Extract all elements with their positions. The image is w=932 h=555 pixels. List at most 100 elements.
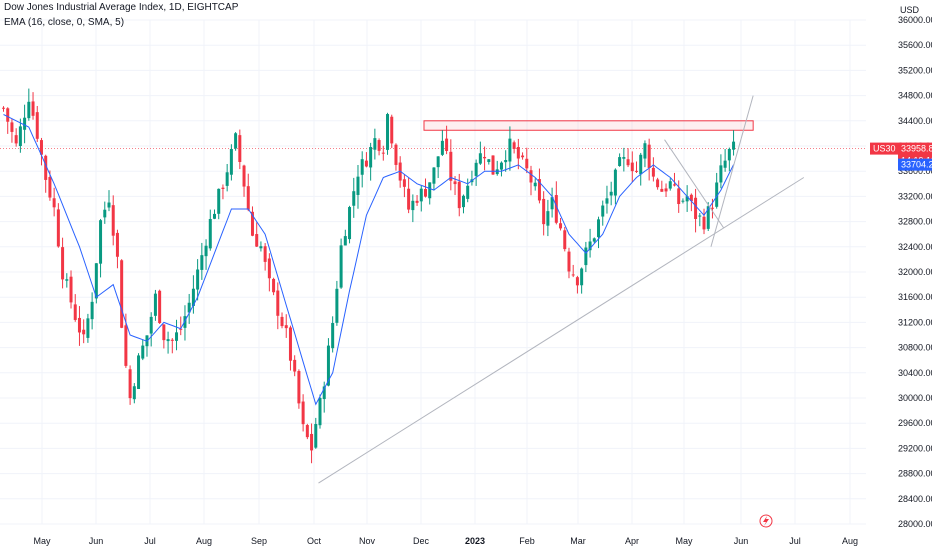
candle xyxy=(162,324,166,341)
candle xyxy=(335,288,339,323)
candle xyxy=(31,101,35,116)
candle xyxy=(597,219,601,238)
candle xyxy=(723,160,727,168)
candle xyxy=(217,188,221,214)
candle xyxy=(339,245,343,288)
candle xyxy=(331,323,335,349)
candle xyxy=(449,151,453,181)
candle xyxy=(483,156,487,159)
x-tick-label: 2023 xyxy=(465,536,485,546)
candle xyxy=(656,179,660,188)
candle xyxy=(689,194,693,202)
candle xyxy=(474,162,478,176)
candle xyxy=(86,318,90,338)
ema-badge xyxy=(898,158,932,171)
y-tick-label: 30000.00 xyxy=(898,393,932,403)
candle xyxy=(65,279,69,281)
candle xyxy=(651,167,655,177)
candle xyxy=(326,345,330,386)
candle xyxy=(229,148,233,175)
candle xyxy=(255,234,259,247)
y-tick-label: 28000.00 xyxy=(898,519,932,529)
chart-title: Dow Jones Industrial Average Index, 1D, … xyxy=(4,2,239,13)
candle xyxy=(647,144,651,168)
candle xyxy=(149,316,153,334)
candle xyxy=(204,245,208,257)
y-tick-label: 33200.00 xyxy=(898,191,932,201)
candle xyxy=(715,182,719,207)
candle xyxy=(710,207,714,209)
candle xyxy=(94,263,98,299)
candle xyxy=(436,156,440,168)
candle xyxy=(618,157,622,166)
candle xyxy=(107,202,111,208)
candle xyxy=(516,146,520,159)
candle xyxy=(137,355,141,389)
x-tick-label: Jun xyxy=(734,536,749,546)
candle xyxy=(280,316,284,327)
y-tick-label: 28800.00 xyxy=(898,469,932,479)
candle xyxy=(191,288,195,306)
candle xyxy=(44,155,48,180)
wedge-line-lower xyxy=(710,95,754,247)
last-price-value: 33958.82 xyxy=(901,144,932,154)
candle xyxy=(445,138,449,151)
x-tick-label: Aug xyxy=(842,536,858,546)
x-tick-label: Jun xyxy=(89,536,104,546)
candle xyxy=(521,155,525,158)
candle xyxy=(369,147,373,168)
candle xyxy=(639,154,643,175)
candle xyxy=(411,200,415,211)
candle xyxy=(272,278,276,293)
candle xyxy=(124,325,128,366)
candle xyxy=(706,206,710,229)
candle xyxy=(626,159,630,166)
candle xyxy=(440,140,444,155)
candle xyxy=(305,425,309,438)
candle xyxy=(546,211,550,226)
symbol-badge xyxy=(870,142,898,155)
candle xyxy=(276,290,280,316)
candle xyxy=(466,185,470,199)
x-tick-label: May xyxy=(33,536,51,546)
candle xyxy=(158,290,162,324)
candle xyxy=(27,101,31,119)
candle xyxy=(567,251,571,272)
y-tick-label: 30400.00 xyxy=(898,368,932,378)
candle xyxy=(6,108,10,122)
candle xyxy=(39,140,43,155)
y-tick-label: 32400.00 xyxy=(898,242,932,252)
candle xyxy=(170,339,174,341)
candle xyxy=(732,141,736,150)
candle xyxy=(407,188,411,210)
candle xyxy=(377,140,381,151)
candle xyxy=(242,165,246,187)
ema-badge-value: 33704.20 xyxy=(901,160,932,170)
candle xyxy=(56,209,60,247)
candle xyxy=(461,195,465,208)
candle xyxy=(554,195,558,223)
candle xyxy=(364,160,368,167)
candle xyxy=(343,236,347,246)
candle xyxy=(664,188,668,192)
candle xyxy=(120,260,124,328)
candle xyxy=(23,117,27,130)
candle xyxy=(128,369,132,399)
candle xyxy=(187,302,191,313)
candle xyxy=(183,316,187,328)
ema-indicator-label[interactable]: EMA (16, close, 0, SMA, 5) xyxy=(4,17,125,28)
candle xyxy=(381,152,385,154)
candle xyxy=(179,328,183,330)
candle xyxy=(584,247,588,266)
candle xyxy=(103,209,107,218)
candles xyxy=(2,88,736,464)
x-tick-label: Nov xyxy=(359,536,376,546)
candle xyxy=(542,198,546,225)
candle xyxy=(694,197,698,219)
x-tick-label: Jul xyxy=(789,536,801,546)
candle xyxy=(495,169,499,175)
candle xyxy=(267,258,271,279)
